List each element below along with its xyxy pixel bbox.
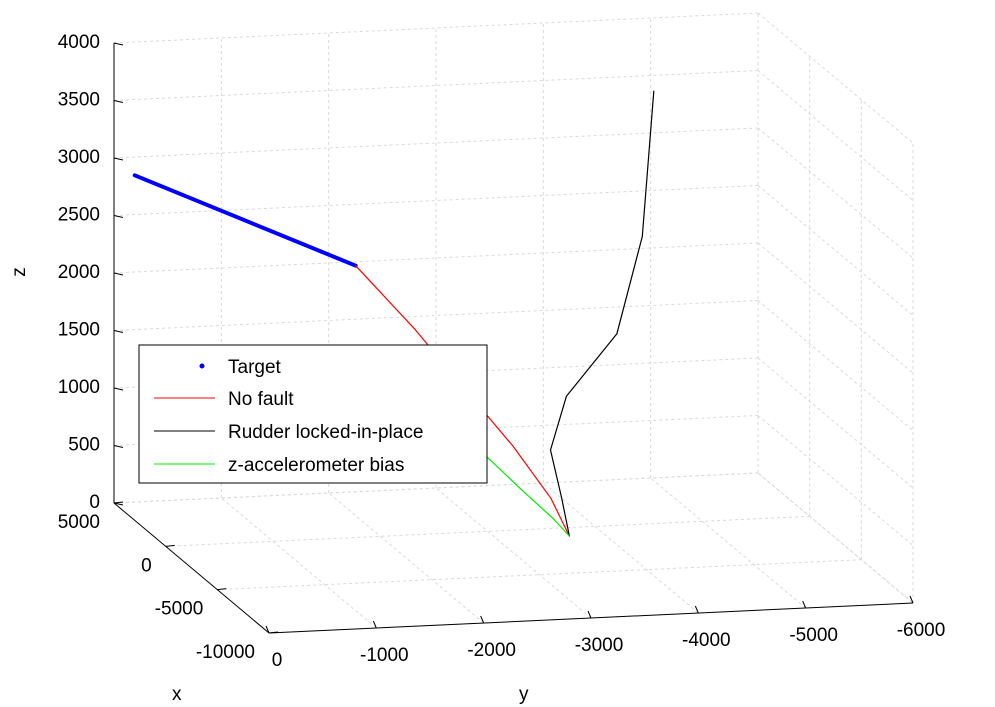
tick-layer: 0 -1000 -2000 -3000 -4000 -5000 -600050000-500…	[58, 32, 946, 671]
z-axis-label: z	[9, 267, 30, 277]
legend-entry-target: Target	[199, 357, 282, 378]
series-line-2	[549, 90, 655, 537]
y-axis-label: y	[519, 684, 529, 705]
y-tick-mark-2	[480, 615, 485, 624]
legend-entry-no-fault: No fault	[154, 389, 294, 410]
grid-floor-y-1	[221, 497, 377, 629]
legend-box	[138, 344, 488, 484]
y-tick-mark-4	[694, 605, 699, 614]
grid-floor-y-5	[650, 477, 806, 609]
x-tick-label-2: -5000	[155, 599, 204, 620]
y-tick-label-5: -5000	[789, 625, 838, 646]
y-tick-mark-3	[587, 610, 592, 619]
z-tick-mark-1	[113, 445, 124, 448]
y-tick-label-4: -4000	[682, 630, 731, 651]
y-tick-mark-6	[909, 595, 914, 604]
z-tick-mark-8	[113, 42, 124, 46]
grid-side-z-8	[757, 12, 914, 144]
z-tick-label-4: 2000	[58, 262, 100, 283]
x-tick-mark-1	[165, 544, 175, 547]
grid-side-z-2	[757, 357, 914, 489]
grid-side-z-0	[757, 472, 914, 604]
y-tick-mark-1	[372, 620, 377, 629]
grid-side-z-7	[757, 70, 914, 201]
grid-floor-y-2	[328, 492, 484, 624]
z-tick-label-5: 2500	[58, 205, 100, 226]
z-tick-label-6: 3000	[58, 147, 100, 168]
grid-floor-y-3	[435, 487, 592, 619]
grid-side-z-5	[757, 185, 914, 316]
y-tick-mark-0	[265, 625, 270, 634]
x-tick-label-1: 0	[141, 555, 152, 576]
legend-label-target: Target	[228, 357, 282, 378]
z-tick-label-3: 1500	[58, 320, 100, 341]
z-tick-mark-4	[113, 272, 124, 276]
x-axis-label: x	[172, 684, 182, 705]
legend-label-no-fault: No fault	[228, 389, 294, 410]
x-axis-line	[113, 502, 270, 634]
legend-marker-target	[199, 363, 205, 369]
grid-floor-y-6	[757, 472, 914, 604]
z-tick-mark-5	[113, 215, 124, 218]
legend: Target No fault Rudder locked-in-place z…	[138, 344, 488, 484]
z-tick-mark-0	[113, 502, 124, 506]
z-tick-mark-2	[113, 387, 124, 391]
grid-side-z-1	[757, 415, 914, 546]
z-tick-label-0: 0	[89, 492, 100, 513]
x-tick-label-3: -10000	[196, 642, 255, 663]
y-tick-label-2: -2000	[467, 640, 516, 661]
grid-floor-y-4	[543, 482, 699, 614]
series-line-1	[355, 265, 570, 537]
grid-side-z-4	[757, 242, 914, 374]
z-tick-mark-7	[113, 100, 124, 103]
x-tick-mark-2	[217, 588, 227, 591]
grid-side-z-6	[757, 127, 914, 259]
legend-entry-z-accel: z-accelerometer bias	[154, 455, 404, 476]
x-tick-mark-3	[268, 631, 279, 634]
z-tick-label-1: 500	[68, 435, 100, 456]
z-tick-label-8: 4000	[58, 32, 100, 53]
legend-label-z-accel: z-accelerometer bias	[228, 455, 404, 476]
z-tick-label-2: 1000	[58, 377, 100, 398]
grid-layer	[113, 12, 914, 634]
y-tick-label-0: 0	[272, 650, 283, 671]
y-tick-label-6: -6000	[897, 620, 946, 641]
z-tick-label-7: 3500	[58, 90, 100, 111]
z-tick-mark-3	[113, 330, 124, 333]
series-line-0	[132, 173, 358, 268]
grid-side-z-3	[757, 300, 914, 431]
x-tick-label-0: 5000	[58, 512, 100, 533]
legend-entry-rudder: Rudder locked-in-place	[154, 422, 423, 443]
y-tick-mark-5	[802, 600, 807, 609]
legend-label-rudder: Rudder locked-in-place	[228, 422, 423, 443]
y-tick-label-1: -1000	[360, 645, 409, 666]
z-tick-mark-6	[113, 157, 124, 161]
y-tick-label-3: -3000	[575, 635, 624, 656]
